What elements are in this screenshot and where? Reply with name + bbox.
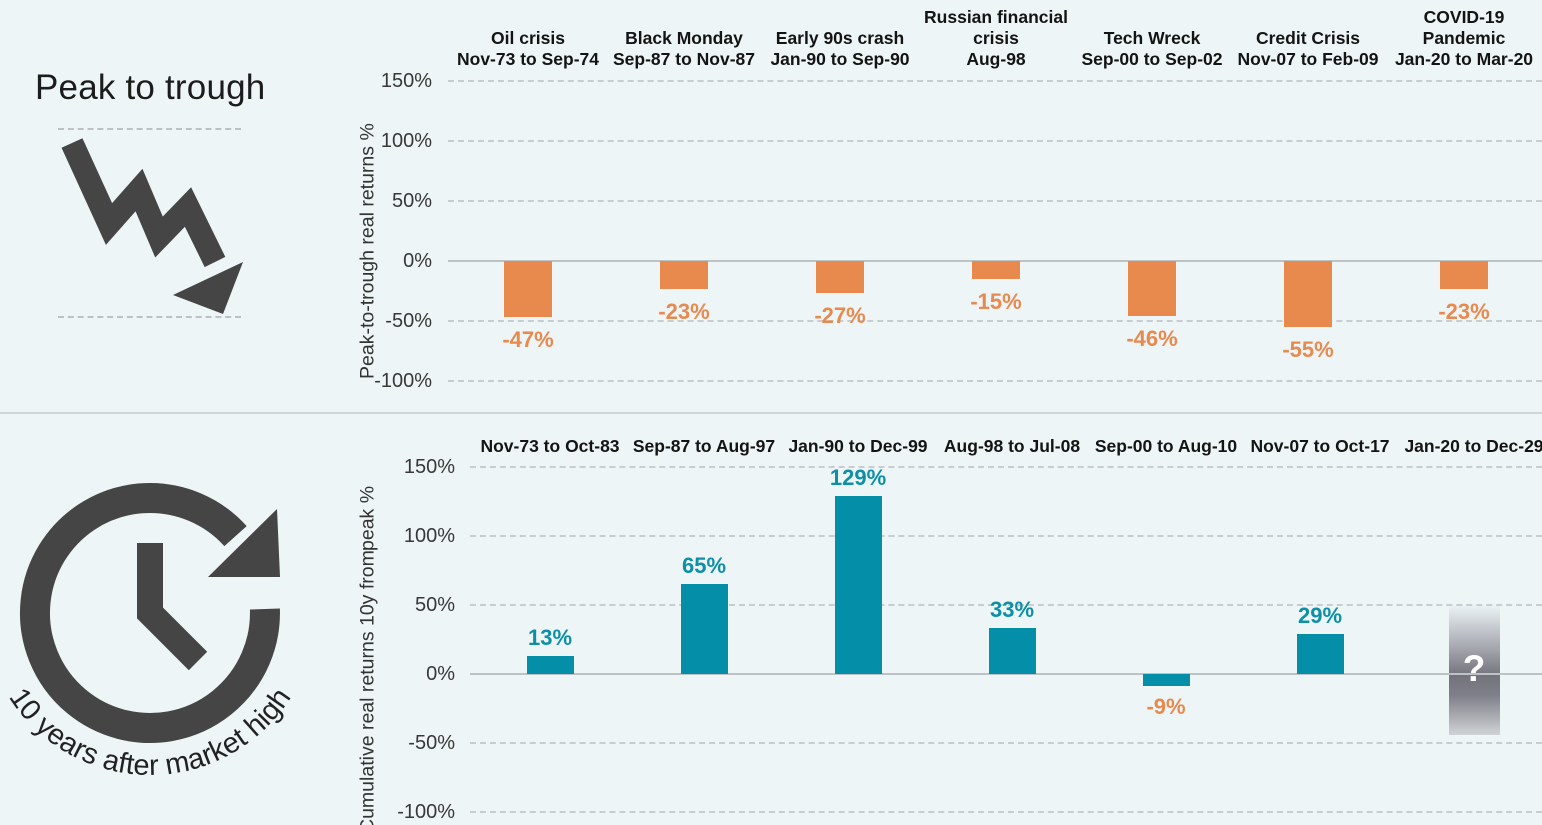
value-label: 65% — [681, 553, 727, 579]
column-header-line: Early 90s crash — [775, 28, 905, 48]
gridline-100 — [470, 535, 1542, 537]
tick-label-100: 100% — [403, 525, 455, 547]
column-header: Sep-87 to Aug-97 — [627, 436, 781, 457]
tick-label-100: 100% — [380, 130, 432, 152]
bar--47% — [504, 261, 552, 318]
column-header: Credit Crisis Nov-07 to Feb-09 — [1230, 0, 1386, 70]
column-header-line: Jan-20 to Mar-20 — [1394, 49, 1534, 69]
gridline--100 — [448, 380, 1542, 382]
gridline-100 — [448, 140, 1542, 142]
tick-label--50: -50% — [385, 310, 432, 332]
bar-29% — [1296, 633, 1344, 674]
tick-label-0: 0% — [426, 663, 455, 685]
tick-label--50: -50% — [408, 732, 455, 754]
bar--23% — [660, 261, 708, 289]
bar-33% — [988, 628, 1036, 674]
clockwise-arrowhead — [208, 509, 280, 577]
bar-129% — [834, 495, 882, 674]
question-mark-label: ? — [1462, 648, 1486, 690]
y-axis-label-line: Cumulative real returns 10y from — [356, 550, 379, 825]
value-label: -15% — [970, 289, 1022, 314]
downtrend-zigzag-arrow-icon — [61, 138, 243, 314]
column-header-line: Nov-73 to Oct-83 — [480, 436, 620, 456]
column-header-line: Sep-00 to Sep-02 — [1081, 49, 1223, 69]
value-label: -47% — [502, 327, 554, 353]
column-header: Oil crisis Nov-73 to Sep-74 — [450, 0, 606, 70]
column-header-line: Aug-98 to Jul-08 — [943, 436, 1081, 456]
bar--23% — [1440, 261, 1488, 289]
value-label: -23% — [658, 298, 710, 324]
column-header-line: Jan-90 to Sep-90 — [770, 49, 910, 69]
value-label: -9% — [1146, 694, 1186, 720]
value-label: -23% — [1438, 298, 1490, 324]
column-header-line: Oil crisis — [491, 28, 565, 48]
bar--9% — [1142, 674, 1190, 687]
value-label: -46% — [1126, 326, 1178, 352]
column-header-line: Sep-87 to Aug-97 — [632, 436, 776, 456]
column-header-line: Jan-90 to Dec-99 — [788, 436, 928, 456]
column-header: Black Monday Sep-87 to Nov-87 — [606, 0, 762, 70]
column-header-line: COVID-19 — [1423, 7, 1505, 27]
column-header: Nov-73 to Oct-83 — [473, 436, 627, 457]
value-label: 29% — [1297, 602, 1343, 628]
unknown-future-bar: ? — [1448, 603, 1500, 735]
gridline-50 — [470, 604, 1542, 606]
value-label: 129% — [829, 464, 887, 490]
column-header-line: crisis — [973, 28, 1019, 48]
tick-label-50: 50% — [414, 594, 455, 616]
column-header-line: Nov-73 to Sep-74 — [457, 49, 599, 69]
gridline--50 — [448, 320, 1542, 322]
column-header: COVID-19 Pandemic Jan-20 to Mar-20 — [1386, 0, 1542, 70]
gridline-50 — [448, 200, 1542, 202]
tick-label--100: -100% — [374, 370, 432, 392]
tick-label-150: 150% — [380, 70, 432, 92]
dashed-rule-bottom — [58, 316, 241, 318]
column-header: Nov-07 to Oct-17 — [1243, 436, 1397, 457]
bar-13% — [526, 656, 574, 674]
top-section-title: Peak to trough — [35, 68, 266, 107]
column-header-line: Credit Crisis — [1255, 28, 1361, 48]
clock-hands — [137, 543, 208, 671]
clock-history-icon: 10 years after market high — [3, 482, 297, 782]
bar-65% — [680, 584, 728, 674]
bar--27% — [816, 261, 864, 294]
value-label: -27% — [814, 303, 866, 329]
section-divider — [0, 412, 1542, 414]
column-header-line: Black Monday — [625, 28, 743, 48]
bar--15% — [972, 261, 1020, 279]
column-header-line: Nov-07 to Feb-09 — [1237, 49, 1379, 69]
column-header: Early 90s crash Jan-90 to Sep-90 — [762, 0, 918, 70]
column-header: Sep-00 to Aug-10 — [1089, 436, 1243, 457]
column-header-line: Sep-00 to Aug-10 — [1094, 436, 1238, 456]
column-header: Aug-98 to Jul-08 — [935, 436, 1089, 457]
bar--46% — [1128, 261, 1176, 317]
tick-label-150: 150% — [403, 456, 455, 478]
column-header: Tech Wreck Sep-00 to Sep-02 — [1074, 0, 1230, 70]
column-header-line: Tech Wreck — [1103, 28, 1201, 48]
y-axis-label: Cumulative real returns 10y from peak % — [344, 457, 392, 825]
column-header-line: Aug-98 — [966, 49, 1026, 69]
value-label: -55% — [1282, 337, 1334, 362]
column-header-line: Russian financial — [924, 7, 1068, 27]
tick-label-50: 50% — [391, 190, 432, 212]
value-label: 33% — [989, 597, 1035, 623]
column-header-line: Jan-20 to Dec-29 — [1404, 436, 1542, 456]
gridline-150 — [448, 80, 1542, 82]
tick-label-0: 0% — [403, 250, 432, 272]
gridline--50 — [470, 742, 1542, 744]
gridline-150 — [470, 466, 1542, 468]
zero-gridline — [470, 673, 1542, 675]
column-header-line: Nov-07 to Oct-17 — [1250, 436, 1390, 456]
column-header: Jan-20 to Dec-29 — [1397, 436, 1542, 457]
dashed-rule-top — [58, 128, 241, 130]
column-header-line: Sep-87 to Nov-87 — [613, 49, 755, 69]
tick-label--100: -100% — [397, 801, 455, 823]
column-header: Jan-90 to Dec-99 — [781, 436, 935, 457]
column-header-line: Pandemic — [1422, 28, 1506, 48]
value-label: 13% — [527, 625, 573, 651]
gridline--100 — [470, 811, 1542, 813]
bar--55% — [1284, 261, 1332, 327]
column-header: Russian financial crisis Aug-98 — [918, 0, 1074, 70]
